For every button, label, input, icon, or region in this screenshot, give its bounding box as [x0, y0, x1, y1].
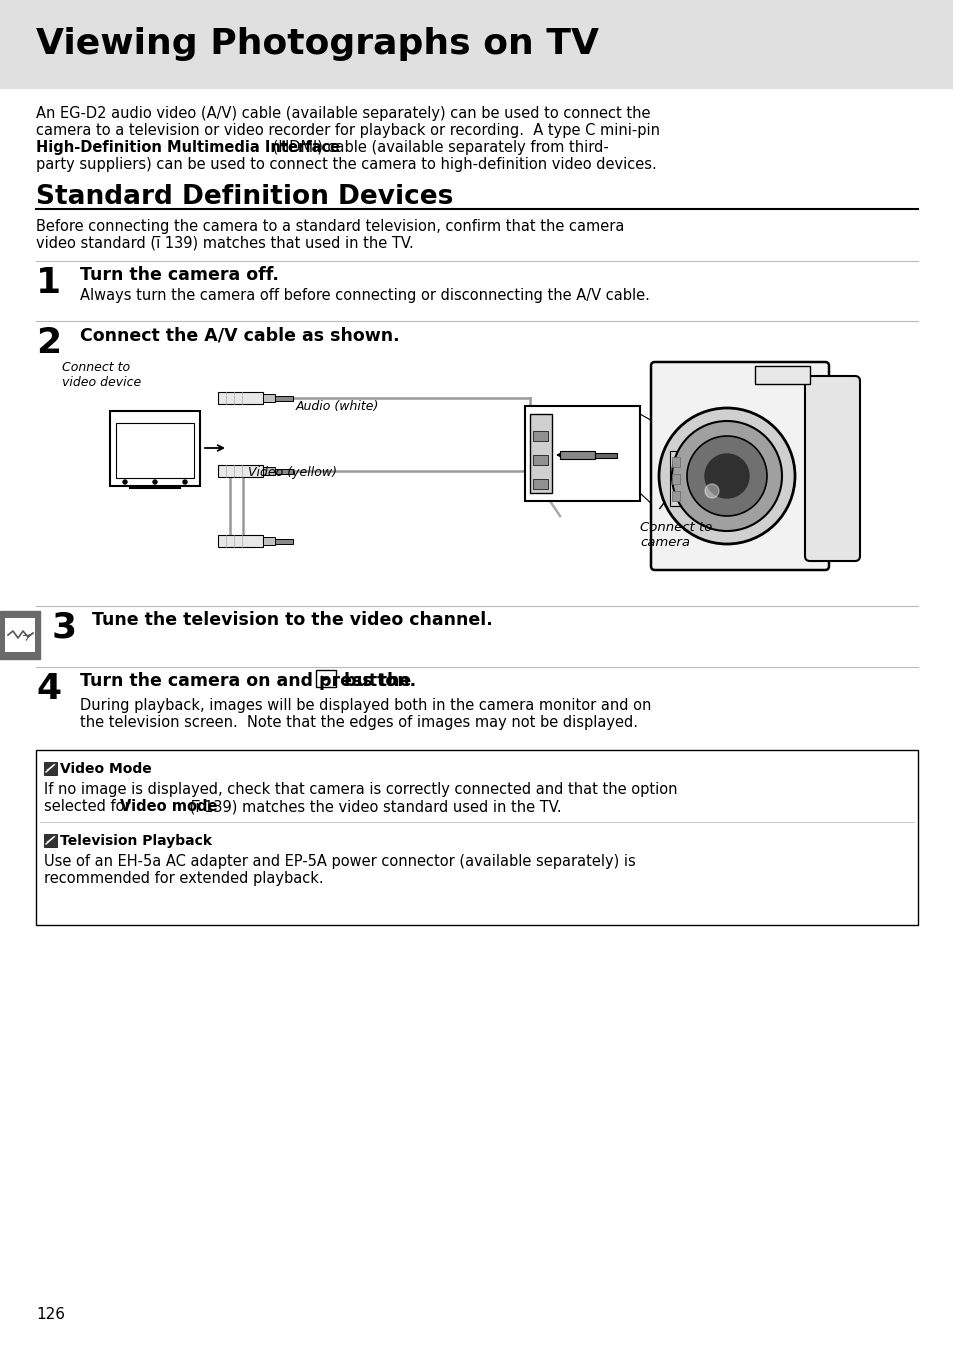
Text: An EG-D2 audio video (A/V) cable (available separately) can be used to connect t: An EG-D2 audio video (A/V) cable (availa…	[36, 105, 650, 120]
Bar	[533, 431, 547, 441]
Bar	[218, 465, 263, 477]
Text: video standard (ı̅ 139) matches that used in the TV.: video standard (ı̅ 139) matches that use…	[36, 237, 414, 251]
Bar	[263, 466, 274, 475]
Bar	[274, 396, 293, 400]
Bar	[530, 414, 552, 493]
Text: 4: 4	[36, 672, 61, 706]
Bar	[36, 750, 917, 925]
Bar	[274, 538, 293, 544]
Text: During playback, images will be displayed both in the camera monitor and on: During playback, images will be displaye…	[80, 698, 651, 713]
Text: Television Playback: Television Playback	[60, 834, 212, 848]
Text: (ı̅ 139) matches the video standard used in the TV.: (ı̅ 139) matches the video standard used…	[185, 799, 561, 814]
Text: Audio (white): Audio (white)	[295, 400, 379, 412]
FancyBboxPatch shape	[804, 376, 859, 561]
Text: ►: ►	[321, 672, 331, 685]
Text: Video (yellow): Video (yellow)	[248, 466, 336, 479]
Text: Always turn the camera off before connecting or disconnecting the A/V cable.: Always turn the camera off before connec…	[80, 288, 649, 303]
Circle shape	[704, 484, 719, 498]
Text: If no image is displayed, check that camera is correctly connected and that the : If no image is displayed, check that cam…	[44, 781, 677, 796]
Bar	[595, 453, 617, 457]
Bar	[524, 406, 639, 502]
Bar	[218, 535, 263, 548]
Text: party suppliers) can be used to connect the camera to high-definition video devi: party suppliers) can be used to connect …	[36, 157, 656, 172]
Text: recommended for extended playback.: recommended for extended playback.	[44, 871, 323, 886]
Text: Before connecting the camera to a standard television, confirm that the camera: Before connecting the camera to a standa…	[36, 219, 623, 234]
Circle shape	[671, 420, 781, 531]
Bar	[671, 475, 679, 484]
Circle shape	[686, 435, 766, 516]
Text: selected for: selected for	[44, 799, 135, 814]
Text: 2: 2	[36, 326, 61, 360]
Bar	[671, 457, 679, 466]
Text: camera to a television or video recorder for playback or recording.  A type C mi: camera to a television or video recorder…	[36, 123, 659, 138]
Circle shape	[123, 480, 127, 484]
Text: Turn the camera on and press the: Turn the camera on and press the	[80, 672, 416, 690]
Text: 126: 126	[36, 1307, 65, 1322]
Text: Video mode: Video mode	[120, 799, 217, 814]
Bar	[263, 537, 274, 545]
Text: Use of an EH-5a AC adapter and EP-5A power connector (available separately) is: Use of an EH-5a AC adapter and EP-5A pow…	[44, 854, 635, 869]
Text: 3: 3	[52, 611, 77, 645]
Bar	[110, 411, 200, 485]
Text: Standard Definition Devices: Standard Definition Devices	[36, 184, 453, 210]
Bar	[44, 763, 57, 775]
Text: High-Definition Multimedia Interface: High-Definition Multimedia Interface	[36, 141, 340, 155]
Bar	[218, 392, 263, 404]
Bar	[0, 0, 953, 88]
Text: Connect to
video device: Connect to video device	[62, 361, 141, 389]
Text: (HDMI) cable (available separately from third-: (HDMI) cable (available separately from …	[268, 141, 608, 155]
Bar	[671, 491, 679, 502]
Bar	[263, 393, 274, 402]
Bar	[533, 456, 547, 465]
Text: Tune the television to the video channel.: Tune the television to the video channel…	[91, 611, 493, 629]
Bar	[116, 423, 193, 479]
Bar	[5, 618, 35, 652]
Bar	[315, 671, 335, 687]
Text: Turn the camera off.: Turn the camera off.	[80, 266, 278, 284]
Text: Connect the A/V cable as shown.: Connect the A/V cable as shown.	[80, 326, 399, 343]
Bar	[533, 479, 547, 489]
Text: button.: button.	[337, 672, 416, 690]
Circle shape	[183, 480, 187, 484]
Text: 1: 1	[36, 266, 61, 300]
Text: Connect to
camera: Connect to camera	[639, 521, 712, 549]
Circle shape	[152, 480, 157, 484]
Bar	[559, 452, 595, 458]
Bar	[44, 834, 57, 846]
Bar	[754, 366, 809, 384]
Text: Video Mode: Video Mode	[60, 763, 152, 776]
Bar	[0, 611, 40, 658]
Text: the television screen.  Note that the edges of images may not be displayed.: the television screen. Note that the edg…	[80, 715, 638, 730]
Text: Viewing Photographs on TV: Viewing Photographs on TV	[36, 27, 598, 61]
Bar	[274, 469, 293, 473]
Circle shape	[704, 454, 748, 498]
Circle shape	[659, 408, 794, 544]
Bar	[669, 452, 681, 506]
FancyBboxPatch shape	[650, 362, 828, 571]
